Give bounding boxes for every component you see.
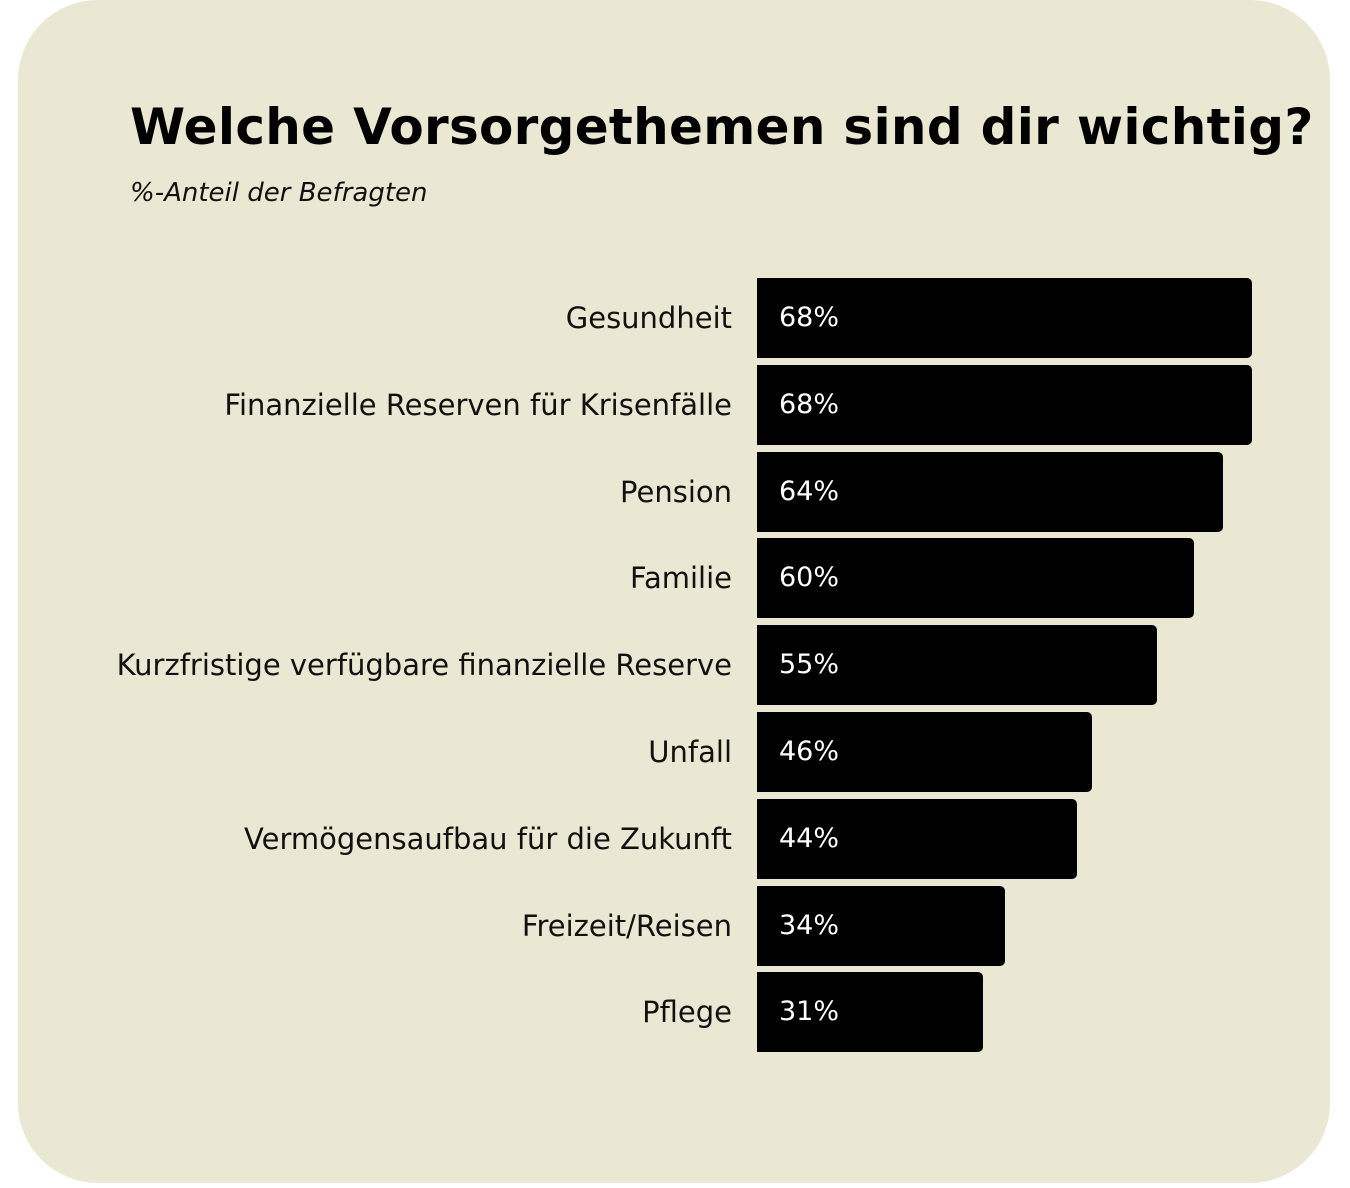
bar-row: Freizeit/Reisen 34% xyxy=(0,885,1350,966)
bar-value-label: 31% xyxy=(779,996,840,1028)
bar-label: Finanzielle Reserven für Krisenfälle xyxy=(224,387,732,422)
bar-row: Pflege 31% xyxy=(0,972,1350,1053)
bar-value-label: 34% xyxy=(779,909,840,941)
bar: 31% xyxy=(757,972,983,1053)
bar-row: Pension 64% xyxy=(0,451,1350,532)
bar-row: Familie 60% xyxy=(0,538,1350,619)
bar-label: Vermögensaufbau für die Zukunft xyxy=(244,821,732,856)
bar-label: Pension xyxy=(620,474,732,509)
bar-value-label: 68% xyxy=(779,302,840,333)
bar-value-label: 44% xyxy=(779,822,840,854)
chart-title: Welche Vorsorgethemen sind dir wichtig? xyxy=(130,98,1314,156)
bar-label: Gesundheit xyxy=(565,301,732,335)
bar-row: Vermögensaufbau für die Zukunft 44% xyxy=(0,798,1350,879)
bar: 60% xyxy=(757,538,1194,619)
bar-value-label: 68% xyxy=(779,388,840,420)
bar: 68% xyxy=(757,364,1252,445)
bar-value-label: 60% xyxy=(779,562,840,594)
bar: 44% xyxy=(757,798,1077,879)
bar-label: Unfall xyxy=(648,735,732,769)
bar: 46% xyxy=(757,712,1092,792)
bar: 55% xyxy=(757,625,1157,706)
bar-value-label: 64% xyxy=(779,475,840,507)
bar: 34% xyxy=(757,885,1005,966)
bar-label: Familie xyxy=(629,561,732,596)
bar-row: Gesundheit 68% xyxy=(0,278,1350,358)
chart-subtitle: %-Anteil der Befragten xyxy=(130,178,428,208)
bar-label: Freizeit/Reisen xyxy=(521,908,732,943)
bar-label: Pflege xyxy=(642,995,732,1030)
bar-value-label: 55% xyxy=(779,649,840,681)
bar-row: Finanzielle Reserven für Krisenfälle 68% xyxy=(0,364,1350,445)
bar-label: Kurzfristige verfügbare finanzielle Rese… xyxy=(116,648,732,683)
bar: 68% xyxy=(757,278,1252,358)
bar-row: Unfall 46% xyxy=(0,712,1350,792)
bar-value-label: 46% xyxy=(779,736,840,767)
bar: 64% xyxy=(757,451,1223,532)
bar-row: Kurzfristige verfügbare finanzielle Rese… xyxy=(0,625,1350,706)
